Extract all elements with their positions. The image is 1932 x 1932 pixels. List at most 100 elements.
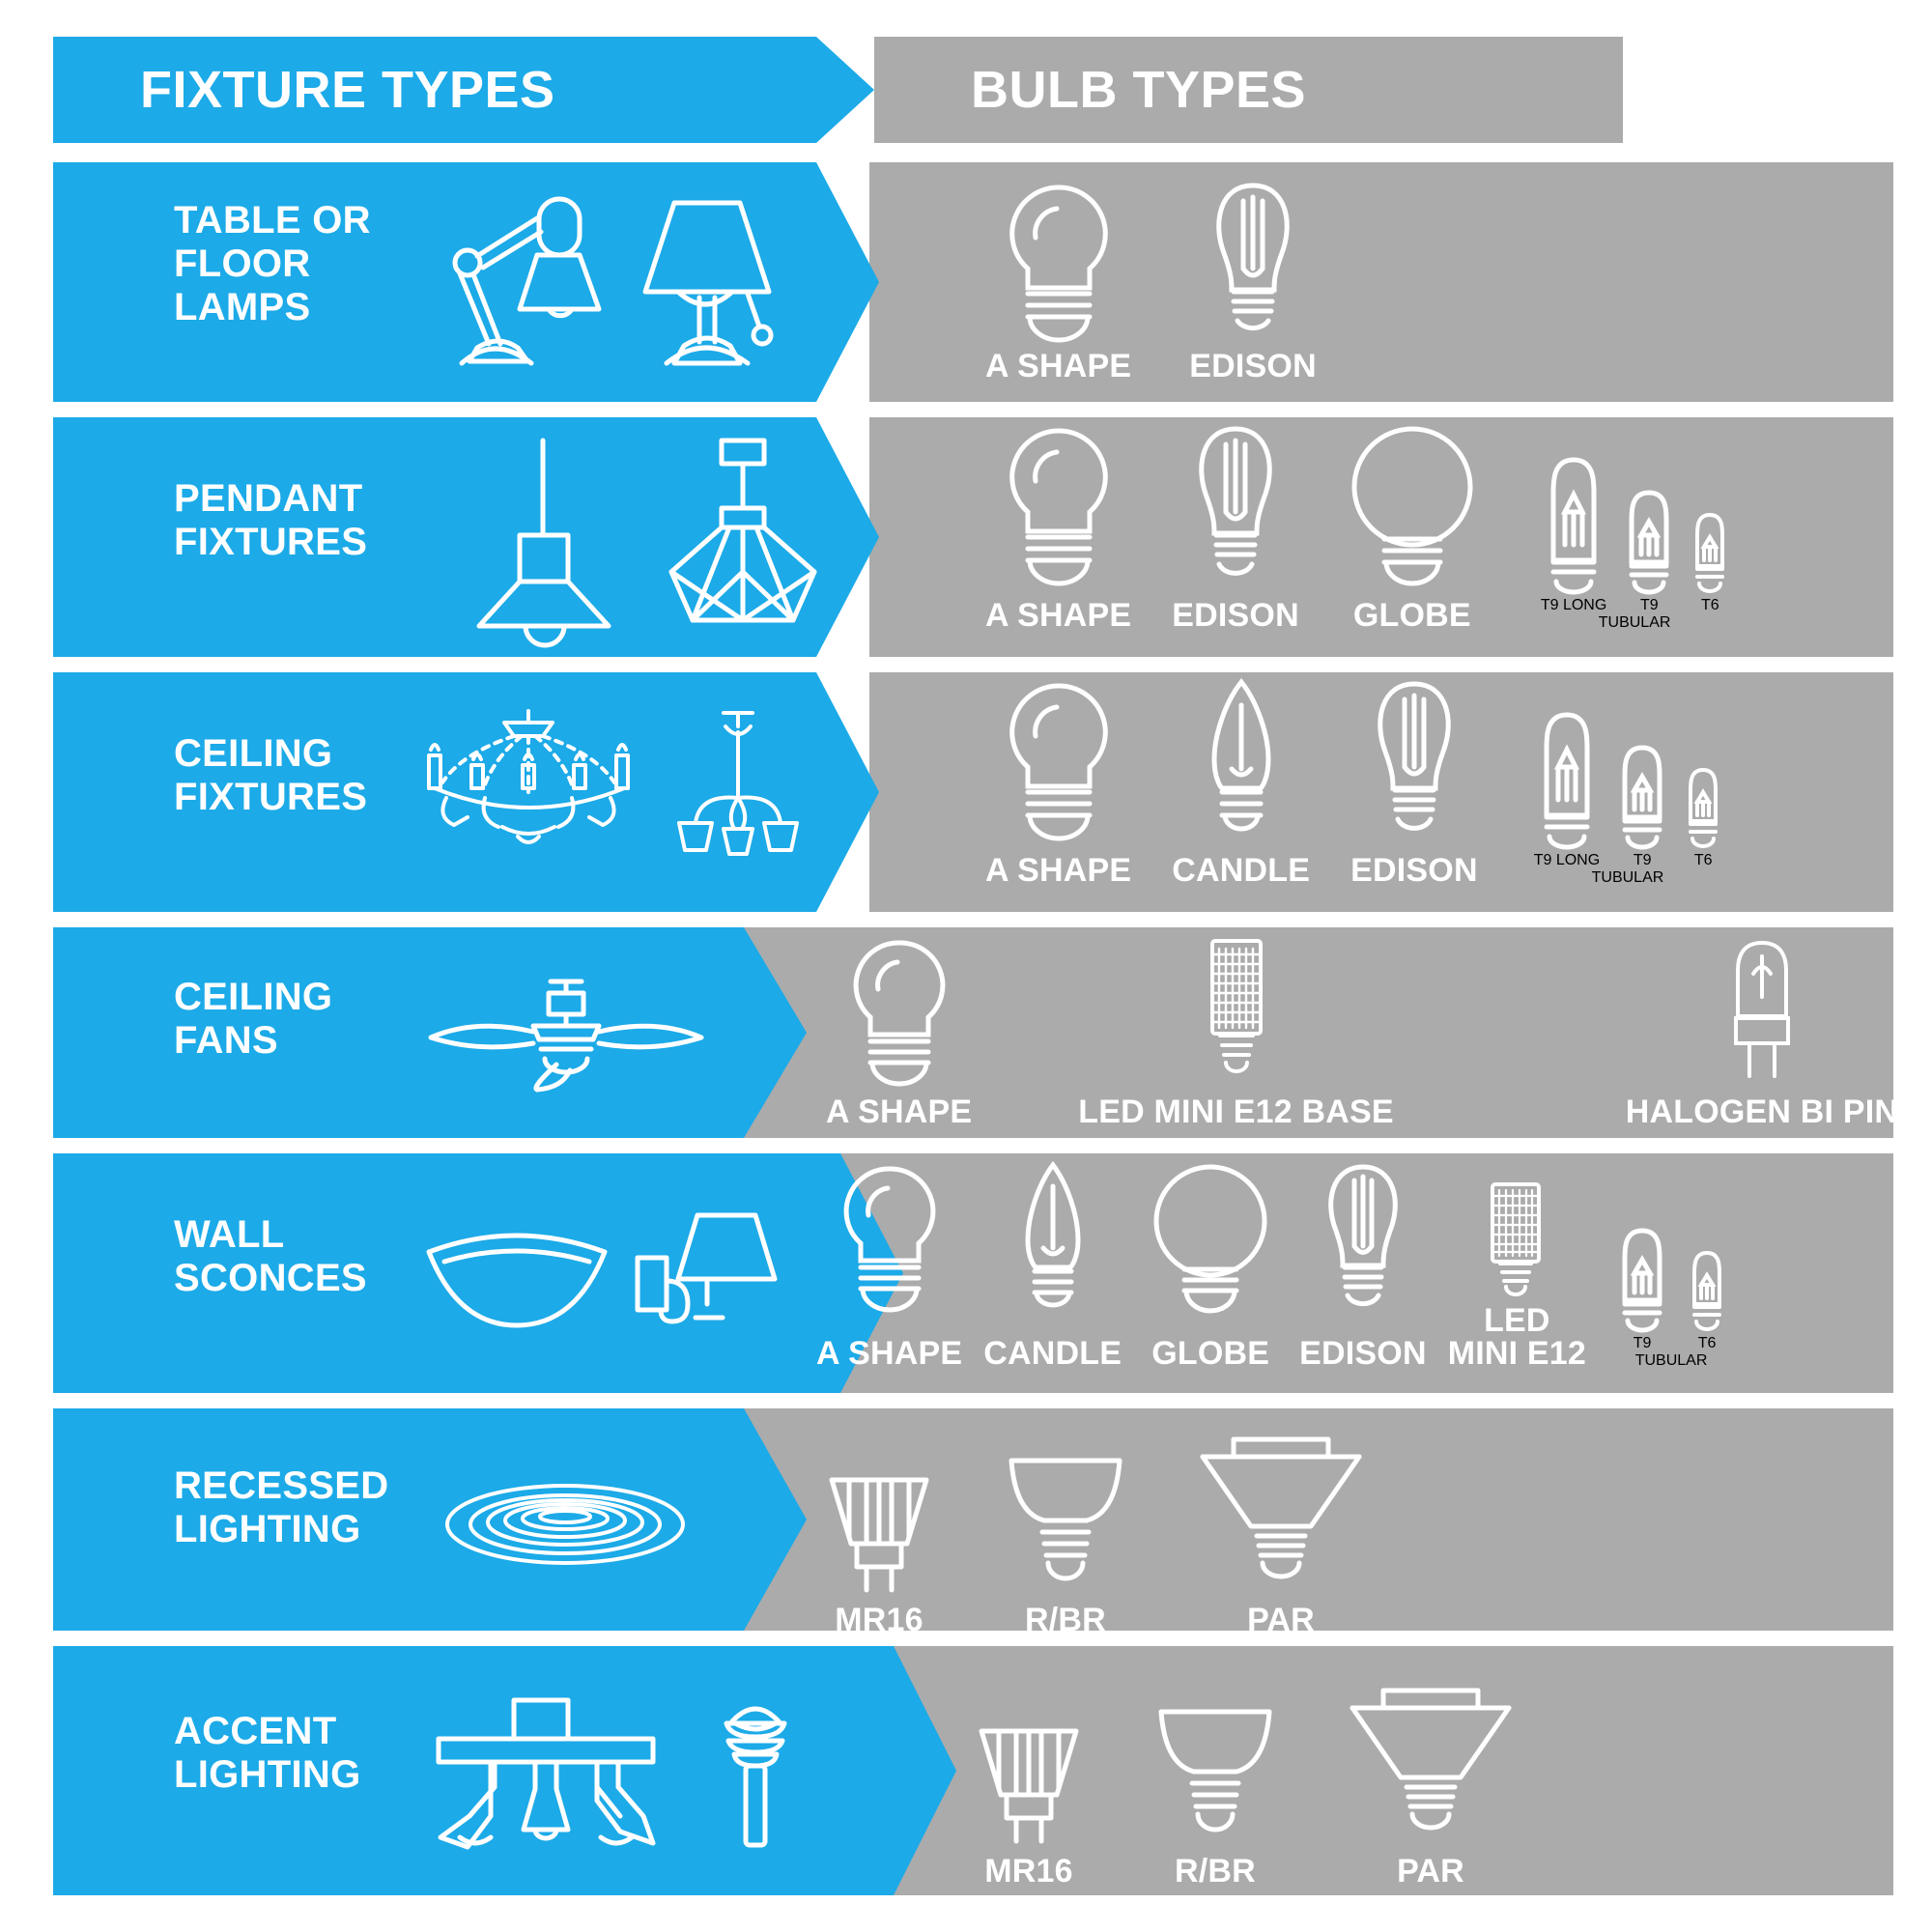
row-grey-band [869, 162, 1893, 402]
bulb-label: R/BR [1025, 1602, 1106, 1638]
bulb-item: HALOGEN BI PIN [1626, 935, 1898, 1128]
bulb-label: PAR [1397, 1853, 1464, 1889]
header-bulb-types-label: BULB TYPES [971, 61, 1307, 119]
bulb-group: A SHAPE [826, 935, 1898, 1128]
bulb-item: A SHAPE [985, 678, 1131, 887]
ceiling-fan-icon [425, 978, 705, 1094]
row-blue-arrow [53, 1153, 903, 1393]
row-accent-lighting: ACCENT LIGHTING [0, 1646, 1932, 1895]
tubular-sub-label: T9 LONG [1540, 597, 1607, 613]
rbr-bulb-icon [1153, 1706, 1277, 1849]
candle-bulb-icon [1193, 677, 1290, 848]
fixture-label: ACCENT LIGHTING [174, 1710, 361, 1796]
recessed-can-icon [444, 1482, 686, 1567]
rbr-bulb-icon [1004, 1455, 1127, 1598]
chandelier-large-icon [425, 709, 633, 868]
path-light-icon [715, 1692, 797, 1857]
bulb-label: EDISON [1350, 852, 1478, 889]
edison-bulb-icon [1308, 1161, 1418, 1331]
led-mini-e12-icon [1477, 1180, 1556, 1298]
fixture-icon-group [425, 978, 705, 1094]
tubular-sub-label: T9 [1633, 852, 1652, 868]
pendant-cone-icon [473, 437, 613, 648]
globe-bulb-icon [1143, 1161, 1278, 1331]
tubular-sub-label: T9 LONG [1533, 852, 1601, 868]
bulb-item: GLOBE [1340, 423, 1485, 632]
bulb-label: HALOGEN BI PIN [1625, 1094, 1899, 1130]
par-bulb-icon [1349, 1687, 1513, 1849]
bulb-label: GLOBE [1352, 597, 1471, 634]
bulb-label: EDISON [1299, 1335, 1427, 1372]
bulb-item: LED MINI E12 [1448, 1180, 1586, 1370]
bulb-label: EDISON [1172, 597, 1299, 634]
bulb-label: A SHAPE [985, 348, 1132, 384]
bulb-item: GLOBE [1143, 1161, 1278, 1370]
bulb-label: GLOBE [1151, 1335, 1270, 1372]
row-recessed-lighting: RECESSED LIGHTING [0, 1408, 1932, 1636]
edison-bulb-icon [1356, 678, 1472, 848]
candle-bulb-icon [1007, 1160, 1099, 1331]
bulb-item: PAR [1349, 1687, 1513, 1888]
fixture-icon-group [435, 1692, 797, 1857]
bulb-group: A SHAPE EDISON [985, 423, 1728, 632]
bulb-label: A SHAPE [816, 1335, 963, 1372]
tubular-sub-label: T6 [1697, 1335, 1717, 1351]
edison-bulb-icon [1178, 423, 1293, 593]
bulb-item: A SHAPE [826, 935, 972, 1128]
desk-lamp-icon [444, 191, 602, 370]
bulb-item-tubular-group: T9 LONG T9 [1541, 456, 1728, 632]
bulb-item: R/BR [1153, 1706, 1277, 1888]
tubular-bulb-group-icon: T9 LONG T9 [1541, 456, 1728, 614]
bulb-label: EDISON [1189, 348, 1317, 384]
bulb-item: MR16 [976, 1725, 1082, 1888]
bulb-label: CANDLE [1172, 852, 1311, 889]
bulb-item: EDISON [1189, 180, 1317, 383]
table-lamp-icon [628, 191, 782, 370]
par-bulb-icon [1199, 1435, 1363, 1598]
fixture-icon-group [425, 1209, 779, 1354]
wall-shade-sconce-icon [634, 1209, 779, 1354]
wall-bowl-sconce-icon [425, 1219, 609, 1345]
edison-bulb-icon [1195, 180, 1311, 344]
header-fixture-types: FIXTURE TYPES [53, 37, 874, 143]
bulb-group: MR16 R/BR [826, 1435, 1363, 1636]
row-wall-sconces: WALL SCONCES [0, 1153, 1932, 1393]
halogen-bi-pin-icon [1719, 935, 1805, 1090]
fixture-icon-group [444, 1482, 686, 1567]
track-light-icon [435, 1692, 657, 1857]
fixture-label: CEILING FIXTURES [174, 732, 368, 818]
bulb-group: A SHAPE EDISON [985, 180, 1317, 383]
row-ceiling-fixtures: CEILING FIXTURES [0, 672, 1932, 912]
bulb-label: A SHAPE [985, 852, 1132, 889]
bulb-item: CANDLE [1172, 677, 1311, 889]
bulb-label: A SHAPE [985, 597, 1132, 634]
bulb-item: EDISON [1350, 678, 1478, 887]
fixture-icon-group [425, 709, 810, 868]
bulb-group: A SHAPE CANDLE [816, 1160, 1725, 1370]
pendant-cage-icon [662, 437, 821, 635]
tubular-sub-label: T6 [1700, 597, 1719, 613]
header-bulb-types: BULB TYPES [874, 37, 1623, 143]
bulb-item: CANDLE [983, 1160, 1122, 1370]
header: FIXTURE TYPES BULB TYPES [0, 0, 1932, 143]
bulb-item: R/BR [1004, 1455, 1127, 1636]
bulb-label: MR16 [835, 1602, 923, 1638]
fixture-label: TABLE OR FLOOR LAMPS [174, 199, 371, 328]
row-ceiling-fans: CEILING FANS [0, 927, 1932, 1138]
bulb-item: MR16 [826, 1474, 932, 1636]
mr16-bulb-icon [826, 1474, 932, 1598]
bulb-label: LED MINI E12 [1447, 1302, 1587, 1372]
tubular-sub-label: T9 [1633, 1335, 1652, 1351]
bulb-group: A SHAPE CANDLE [985, 677, 1721, 889]
fixture-label: WALL SCONCES [174, 1213, 367, 1299]
bulb-label: TUBULAR [1591, 869, 1664, 886]
tubular-sub-label: T9 [1639, 597, 1659, 613]
bulb-item: A SHAPE [816, 1161, 962, 1370]
a-shape-bulb-icon [827, 1161, 952, 1331]
header-fixture-types-label: FIXTURE TYPES [140, 61, 555, 119]
a-shape-bulb-icon [991, 180, 1126, 344]
bulb-item: EDISON [1299, 1161, 1427, 1370]
bulb-label: LED MINI E12 BASE [1078, 1094, 1394, 1130]
bulb-item-tubular-group: T9 T6 TUBULAR [1617, 1227, 1725, 1370]
globe-bulb-icon [1340, 423, 1485, 593]
